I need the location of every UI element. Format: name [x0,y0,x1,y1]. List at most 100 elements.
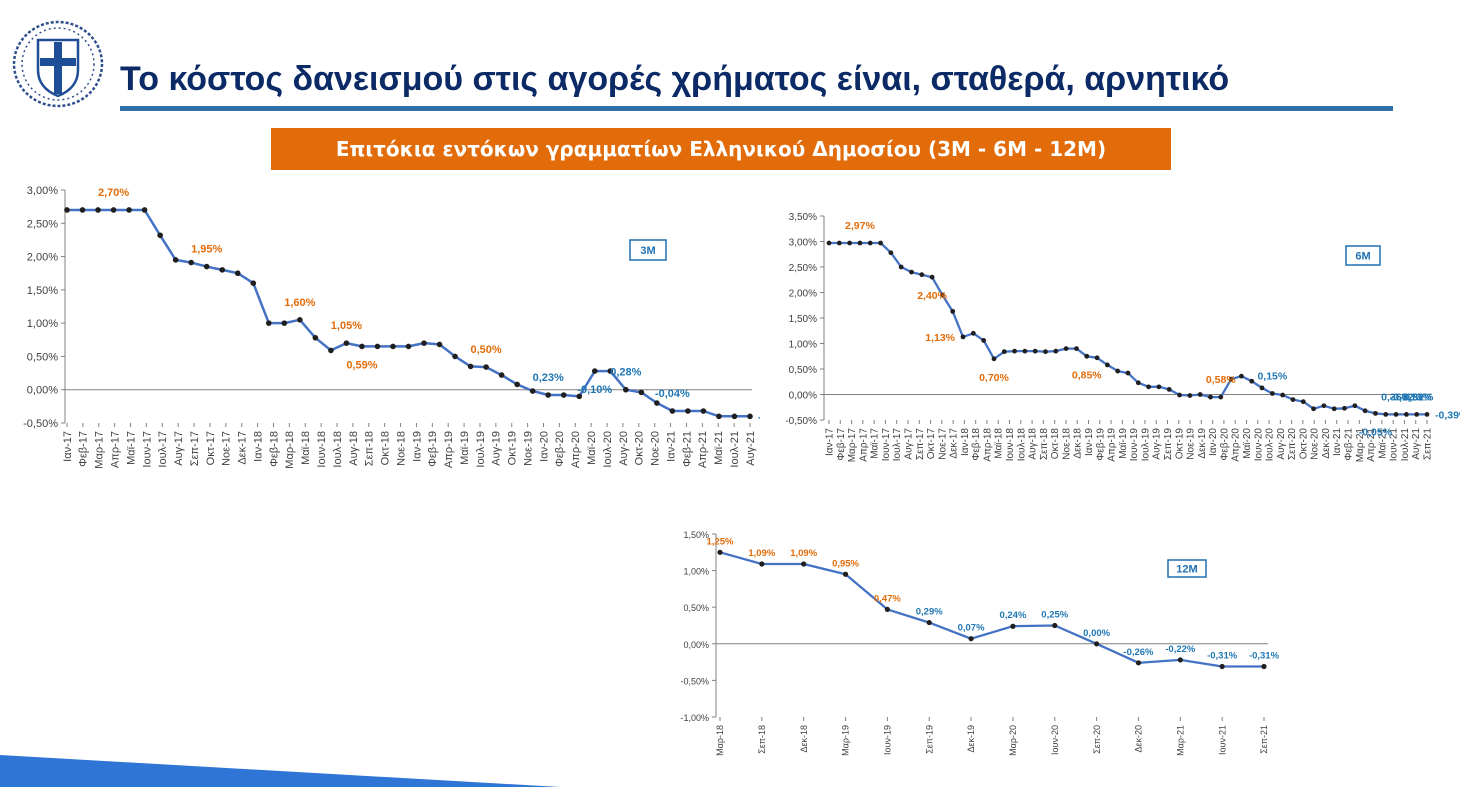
x-tick-label: Οκτ-17 [205,431,217,465]
data-point [95,207,101,213]
x-tick-label: Δεκ-17 [949,428,960,459]
x-tick-label: Οκτ-17 [926,428,937,460]
y-tick-label: 0,00% [27,385,58,397]
x-tick-label: Ιαν-21 [1332,428,1343,456]
data-point [297,317,303,323]
x-tick-label: Μαϊ-19 [459,431,471,465]
y-tick-label: 3,00% [789,238,817,249]
data-label: 0,50% [471,344,502,356]
data-point [1104,362,1110,368]
x-tick-label: Δεκ-20 [1321,428,1332,459]
x-tick-label: Απρ-17 [110,431,122,468]
chart-3m-svg: 3,00% 2,50% 2,00% 1,50% 1,00% 0,50% 0,00% -0,50… [23,185,760,469]
x-tick-label: Ιουν-21 [1217,725,1227,755]
y-tick-label: 2,50% [27,218,58,230]
x-tick-label: Φεβ-19 [427,431,439,467]
x-tick-label: Νοε-18 [1061,428,1072,460]
x-tick-label: Νοε-19 [1186,428,1197,460]
series-label-box [1345,245,1381,266]
x-tick-label: Σεπ-18 [364,431,376,466]
data-point [968,636,974,642]
data-point [1393,411,1399,417]
data-point [1022,348,1028,354]
data-point [1362,408,1368,414]
x-tick-label: Ιουλ-18 [332,431,344,468]
data-point [374,343,381,350]
data-label: 0,25% [1041,610,1068,621]
data-point [747,413,753,420]
greek-coat-of-arms-icon [12,20,104,108]
data-point [1063,346,1069,351]
data-point [1094,355,1100,361]
x-tick-label: Ιουλ-19 [475,431,487,468]
x-tick-label: Νοε-17 [221,431,233,466]
chart-3m: 3,00% 2,50% 2,00% 1,50% 1,00% 0,50% 0,00% -0,50… [10,180,760,480]
data-point [1135,380,1141,386]
x-tick-label: Σεπ-19 [924,725,934,754]
data-point [281,320,288,326]
data-point [960,334,966,340]
series-label: 12M [1176,564,1197,576]
x-tick-label: Μαρ-19 [841,725,851,756]
data-label: 1,13% [925,332,955,344]
x-tick-label: Οκτ-20 [1298,428,1309,460]
x-tick-label: Ιουν-19 [883,725,893,755]
y-tick-label: 2,50% [789,263,817,274]
data-label: 0,85% [1072,369,1102,381]
data-point [801,561,807,567]
y-tick-label: 1,00% [789,340,817,351]
x-tick-label: Μαρ-18 [715,725,725,756]
x-tick-label: Σεπ-19 [1163,428,1174,460]
x-tick-label: Αυγ-20 [618,431,630,466]
x-tick-label: Μαϊ-21 [713,431,725,465]
y-tick-label: 1,00% [683,567,709,577]
x-tick-label: Μαρ-21 [1355,428,1366,463]
data-point [1219,663,1225,670]
x-tick-label: Μαρ-21 [1175,725,1185,756]
data-point [607,368,614,374]
data-point [1239,373,1244,379]
x-tick-label: Μαϊ-20 [586,431,598,465]
x-tick-label: Μαρ-18 [284,431,296,469]
data-label: -0,31% [1249,650,1280,661]
data-point [467,363,474,370]
data-point [1321,403,1327,409]
data-point [234,270,241,277]
data-point [436,341,443,348]
x-tick-label: Ιουν-17 [141,431,153,468]
data-label: 1,25% [707,536,734,547]
series-label: 6M [1355,251,1370,263]
data-label: 0,36% [1381,391,1411,403]
data-point [926,619,932,626]
x-tick-label: Σεπ-20 [1092,725,1102,754]
data-point [1052,622,1058,629]
x-tick-label: Ιαν-18 [960,428,971,456]
x-tick-label: Ιουλ-20 [602,431,614,468]
data-point [1197,392,1203,397]
x-tick-label: Σεπ-17 [189,431,201,466]
data-label: 0,13% [1402,391,1432,403]
x-tick-label: Αυγ-19 [491,431,503,466]
x-tick-label: Αυγ-18 [348,431,360,466]
x-tick-label: Μαϊ-17 [125,431,137,465]
chart-banner: Επιτόκια εντόκων γραμματίων Ελληνικού Δη… [271,128,1171,170]
data-point [836,240,842,246]
x-tick-label: Αυγ-19 [1152,428,1163,460]
title-underline [120,106,1393,111]
data-point [514,381,520,388]
x-tick-label: Ιουλ-20 [1265,428,1276,462]
x-tick-label: Απρ-20 [1231,428,1242,462]
x-tick-label: Ιουν-18 [1005,428,1016,462]
data-point [623,386,629,393]
x-tick-label: Απρ-20 [570,431,582,468]
x-tick-label: Δεκ-19 [966,725,976,753]
x-tick-label: Ιαν-20 [538,431,550,462]
y-tick-label: 0,50% [789,365,817,376]
x-tick-label: Σεπ-20 [1287,428,1298,460]
chart-6m-svg: 3,50% 3,00% 2,50% 2,00% 1,50% 1,00% 0,50% 0,00%… [785,212,1460,463]
series-label: 3M [640,245,655,257]
x-tick-label: Οκτ-20 [634,431,646,465]
y-tick-label: 0,00% [789,391,817,402]
data-point [359,343,365,350]
x-tick-label: Οκτ-18 [380,431,392,465]
